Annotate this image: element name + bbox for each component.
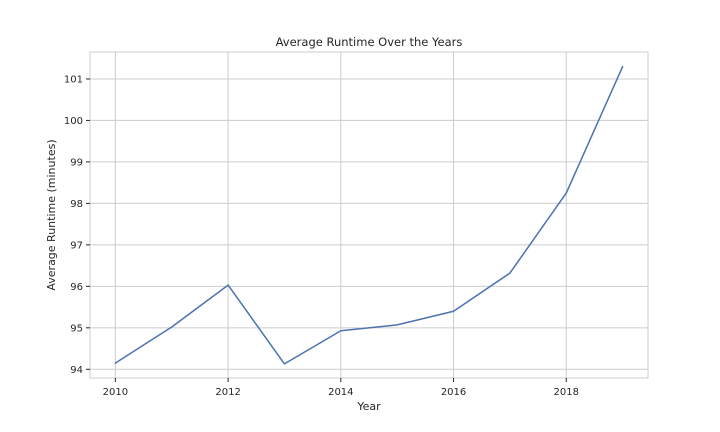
x-tick-label: 2016: [441, 387, 466, 398]
axis-ticks: 2010 2012 2014 2016 2018 94 95 96 97 98 99 100 101: [64, 74, 579, 398]
y-tick-label: 100: [64, 116, 83, 127]
y-axis-label: Average Runtime (minutes): [45, 139, 58, 290]
x-axis-label: Year: [356, 400, 381, 413]
y-tick-label: 98: [70, 199, 83, 210]
x-tick-label: 2010: [103, 387, 128, 398]
series-layer: [114, 65, 624, 365]
y-tick-label: 95: [70, 323, 83, 334]
y-tick-label: 96: [70, 282, 83, 293]
grid-lines: [90, 52, 648, 378]
y-tick-label: 99: [70, 157, 83, 168]
y-tick-label: 97: [70, 240, 83, 251]
y-tick-label: 101: [64, 74, 83, 85]
series-line: [114, 65, 624, 365]
chart-title: Average Runtime Over the Years: [276, 35, 463, 49]
y-tick-label: 94: [70, 365, 83, 376]
x-tick-label: 2018: [554, 387, 579, 398]
plot-area: [89, 51, 649, 379]
x-tick-label: 2012: [215, 387, 240, 398]
x-tick-label: 2014: [328, 387, 353, 398]
